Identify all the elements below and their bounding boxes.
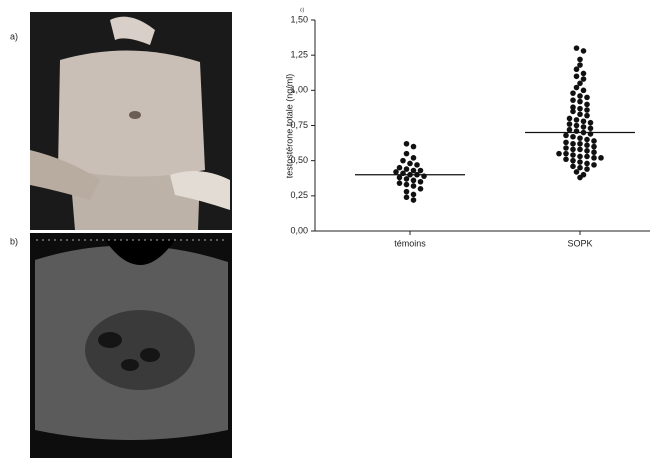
data-point [574, 169, 580, 175]
data-point [563, 151, 569, 157]
data-point [591, 155, 597, 161]
data-point [584, 107, 590, 113]
data-point [400, 158, 406, 164]
panel-label: b) [10, 236, 18, 246]
data-point [584, 142, 590, 148]
y-tick-label: 1,00 [290, 85, 308, 95]
data-point [411, 183, 417, 189]
data-point [570, 152, 576, 158]
data-point [570, 158, 576, 164]
data-point [411, 178, 417, 184]
data-point [577, 57, 583, 63]
data-point [591, 162, 597, 168]
data-point [411, 197, 417, 203]
photo-ultrasound [30, 233, 232, 458]
data-point [584, 95, 590, 101]
data-point [577, 106, 583, 112]
panel-label: a) [10, 31, 18, 41]
data-point [581, 88, 587, 94]
data-point [577, 159, 583, 165]
data-point [574, 85, 580, 91]
data-point [570, 141, 576, 147]
data-point [581, 48, 587, 54]
data-point [567, 121, 573, 127]
data-point [574, 73, 580, 79]
x-tick-label: témoins [394, 238, 426, 248]
data-point [404, 141, 410, 147]
data-point [404, 189, 410, 195]
data-point [404, 176, 410, 182]
y-tick-label: 0,00 [290, 225, 308, 235]
data-point [570, 134, 576, 140]
data-point [393, 169, 399, 175]
data-point [588, 126, 594, 132]
data-point [591, 149, 597, 155]
data-point [563, 133, 569, 139]
data-point [577, 111, 583, 117]
data-point [563, 156, 569, 162]
data-point [570, 147, 576, 153]
y-tick-label: 0,25 [290, 190, 308, 200]
data-point [567, 127, 573, 133]
data-point [588, 120, 594, 126]
data-point [577, 135, 583, 141]
data-point [574, 117, 580, 123]
data-point [574, 45, 580, 51]
data-point [574, 66, 580, 72]
data-point [570, 163, 576, 169]
data-point [584, 102, 590, 108]
data-point [577, 147, 583, 153]
data-point [404, 182, 410, 188]
data-point [598, 155, 604, 161]
data-point [584, 161, 590, 167]
data-point [567, 116, 573, 122]
data-point [577, 154, 583, 160]
y-tick-label: 1,25 [290, 50, 308, 60]
data-point [577, 141, 583, 147]
data-point [556, 151, 562, 157]
data-point [577, 99, 583, 105]
data-point [581, 124, 587, 130]
y-tick-label: 0,75 [290, 120, 308, 130]
data-point [584, 137, 590, 143]
data-point [584, 113, 590, 119]
data-point [591, 138, 597, 144]
data-point [563, 140, 569, 146]
data-point [581, 118, 587, 124]
data-point [411, 192, 417, 198]
data-point [397, 175, 403, 181]
data-point [418, 179, 424, 185]
data-point [577, 93, 583, 99]
data-point [577, 175, 583, 181]
photo-abdomen [30, 12, 232, 230]
data-point [414, 162, 420, 168]
data-point [584, 154, 590, 160]
data-point [570, 109, 576, 115]
panel-label: c) [300, 7, 305, 13]
data-point [581, 71, 587, 77]
data-point [584, 148, 590, 154]
figure: a) b) c) testostérone totale (ng/ml) 0,0… [0, 0, 656, 459]
data-point [574, 123, 580, 129]
data-point [591, 144, 597, 150]
data-point [584, 166, 590, 172]
data-point [404, 194, 410, 200]
data-point [418, 186, 424, 192]
data-point [407, 161, 413, 167]
data-point [570, 90, 576, 96]
y-tick-label: 1,50 [290, 14, 308, 24]
data-point [563, 145, 569, 151]
x-tick-label: SOPK [567, 238, 592, 248]
y-tick-label: 0,50 [290, 155, 308, 165]
data-point [397, 180, 403, 186]
data-point [570, 97, 576, 103]
data-point [411, 144, 417, 150]
data-point [411, 155, 417, 161]
data-point [404, 151, 410, 157]
